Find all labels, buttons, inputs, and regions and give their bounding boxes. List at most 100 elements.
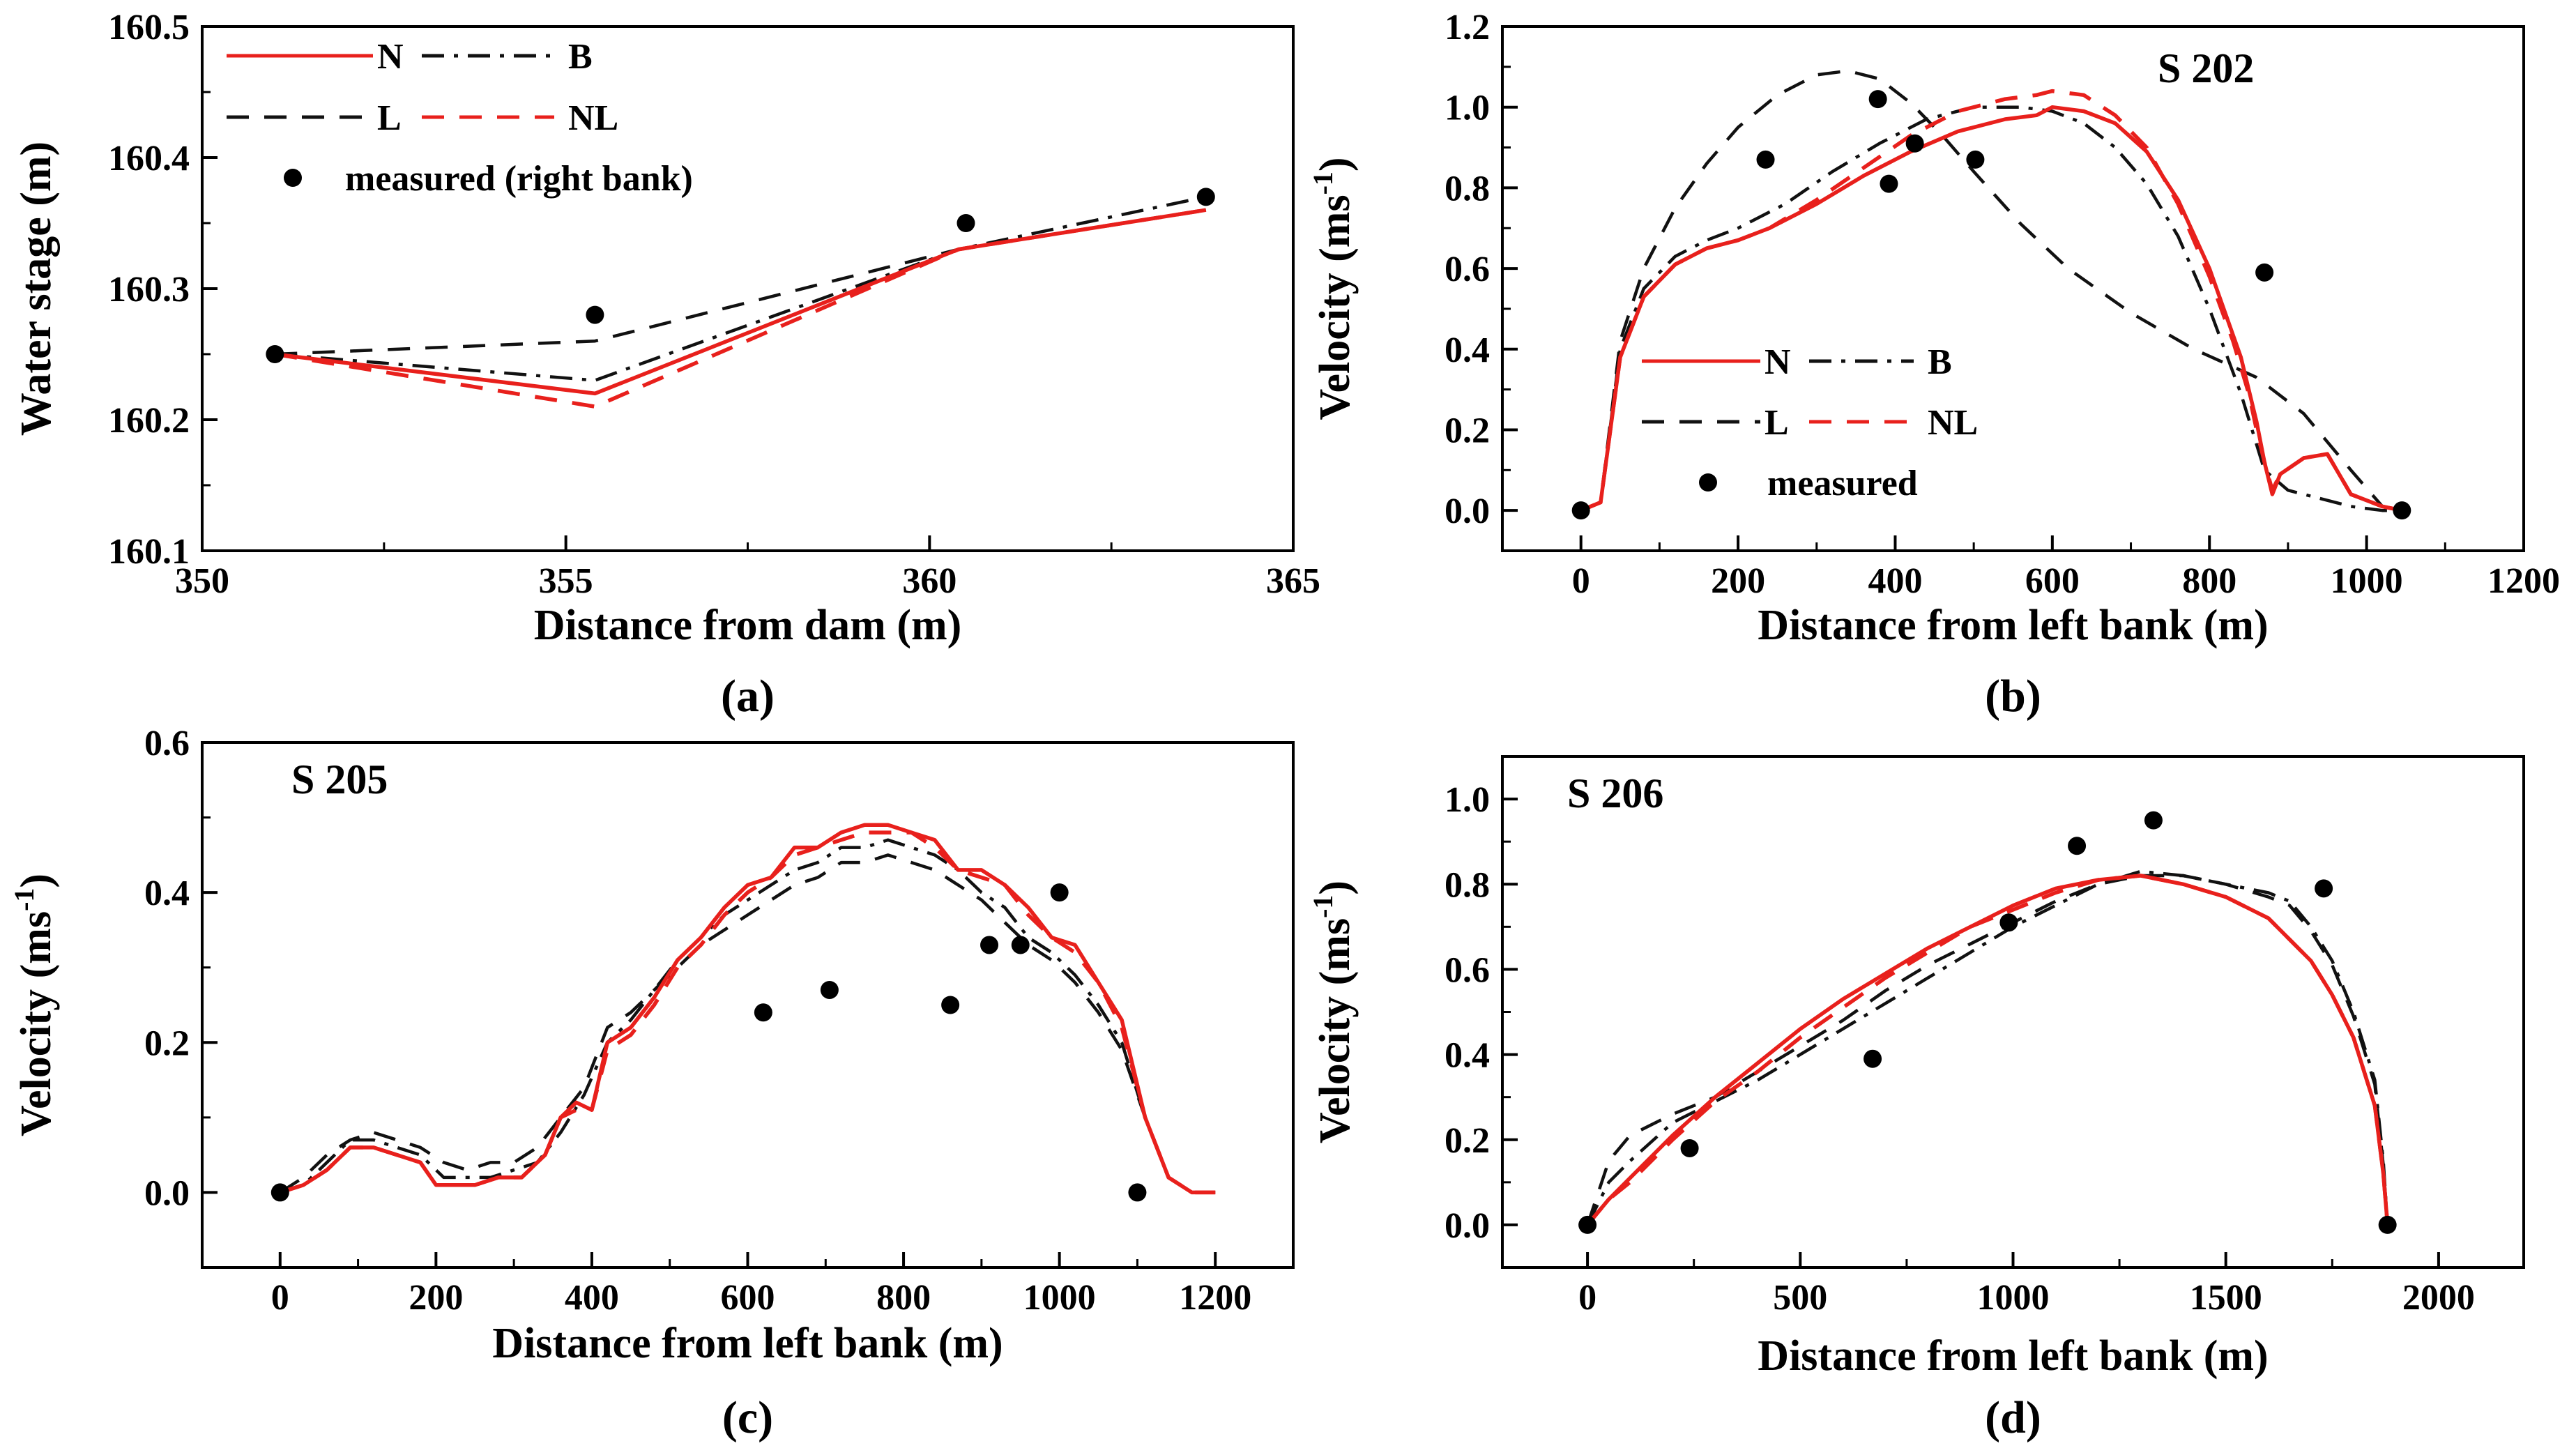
series-line-n <box>279 823 1216 1195</box>
x-tick-label: 200 <box>1711 561 1765 601</box>
measured-point <box>1966 150 1985 169</box>
x-tick-label: 1200 <box>1179 1278 1251 1318</box>
chart-panel-c: 0 200 400 600 800 1000 1200 0.0 0.2 0.4 0.6 Distanc… <box>8 724 1295 1443</box>
measured-point <box>1864 1049 1882 1068</box>
series-line-n <box>1580 105 2402 512</box>
y-axis-label-close: ) <box>1311 881 1359 895</box>
y-tick-label: 0.6 <box>1445 250 1490 289</box>
panel-label: (c) <box>722 1392 773 1443</box>
measured-point <box>1868 90 1887 109</box>
y-axis-label-close: ) <box>13 874 60 888</box>
x-tick-label: 200 <box>409 1278 463 1318</box>
legend-label-n: N <box>377 37 404 77</box>
y-tick-label: 0.0 <box>1445 1206 1490 1246</box>
y-axis-label-superscript: -1 <box>1307 895 1339 918</box>
series-line-b <box>275 195 1207 382</box>
chart-panel-d: 0 500 1000 1500 2000 0.0 0.2 0.4 0.6 0.8 1.0 Distan… <box>1307 755 2525 1443</box>
x-tick-label: 350 <box>175 561 229 601</box>
legend-label-b: B <box>568 37 593 77</box>
legend-marker-measured <box>284 169 302 187</box>
measured-point <box>2393 501 2411 520</box>
x-tick-label: 1000 <box>1023 1278 1096 1318</box>
measured-point <box>1999 913 2018 932</box>
y-tick-label: 160.4 <box>108 139 190 178</box>
x-tick-label: 1000 <box>1977 1278 2050 1318</box>
measured-point <box>1578 1215 1597 1234</box>
series-line-l <box>275 208 1207 356</box>
y-tick-label: 160.2 <box>108 401 190 441</box>
measured-point <box>1756 150 1775 169</box>
y-tick-label: 0.6 <box>1445 950 1490 990</box>
x-axis-label: Distance from left bank (m) <box>492 1320 1003 1367</box>
measured-point <box>1196 188 1215 206</box>
x-tick-label: 600 <box>721 1278 775 1318</box>
y-tick-label: 160.5 <box>108 8 190 47</box>
y-axis-label-text: Velocity (ms <box>1311 195 1359 420</box>
legend-label-l: L <box>1765 403 1789 443</box>
series-line-b <box>1586 869 2389 1226</box>
x-tick-label: 1000 <box>2331 561 2403 601</box>
y-axis-label-superscript: -1 <box>1307 172 1339 195</box>
x-tick-label: 800 <box>2182 561 2236 601</box>
y-tick-label: 0.2 <box>1445 411 1490 450</box>
legend: N B L NL measured <box>1642 342 1978 503</box>
series-line-l <box>1580 69 2402 512</box>
legend-marker-measured <box>1699 473 1717 492</box>
series-line-nl <box>1580 89 2402 512</box>
y-tick-label: 0.2 <box>1445 1121 1490 1161</box>
measured-point <box>586 305 604 324</box>
legend-label-measured: measured <box>1767 464 1918 503</box>
y-axis-label: Water stage (m) <box>13 142 60 436</box>
y-axis-label: Velocity (ms-1) <box>1307 157 1359 420</box>
y-tick-label: 0.4 <box>1445 330 1490 370</box>
legend-label-b: B <box>1928 342 1952 382</box>
y-axis-label-text: Velocity (ms <box>1311 918 1359 1143</box>
series-line-nl <box>279 830 1216 1195</box>
x-tick-label: 365 <box>1266 561 1320 601</box>
y-tick-label: 0.0 <box>144 1173 190 1213</box>
series-line-b <box>1580 105 2402 512</box>
x-tick-label: 400 <box>1868 561 1922 601</box>
chart-panel-b: 0 200 400 600 800 1000 1200 0.0 0.2 0.4 0.6 0.8 1.0 1… <box>1307 8 2560 722</box>
y-tick-label: 1.0 <box>1445 780 1490 820</box>
y-axis-label-text: Velocity (ms <box>13 911 60 1136</box>
x-tick-label: 0 <box>1572 561 1590 601</box>
measured-point <box>2144 811 2163 830</box>
series-line-n <box>274 208 1207 396</box>
measured-point <box>941 996 960 1014</box>
series-line-nl <box>1585 874 2390 1226</box>
panel-label: (b) <box>1985 671 2041 722</box>
y-axis-label-text: Water stage (m) <box>13 142 60 436</box>
y-axis-label: Velocity (ms-1) <box>1307 881 1359 1143</box>
y-axis-label-close: ) <box>1311 157 1359 172</box>
measured-point <box>1880 174 1898 193</box>
measured-point <box>957 214 975 232</box>
x-axis-label: Distance from dam (m) <box>534 602 962 649</box>
y-tick-label: 160.3 <box>108 270 190 310</box>
x-tick-label: 500 <box>1773 1278 1827 1318</box>
section-label: S 202 <box>2158 45 2254 91</box>
measured-point <box>754 1003 772 1022</box>
y-tick-label: 0.4 <box>144 874 190 913</box>
plot-frame <box>201 25 1295 552</box>
x-tick-label: 600 <box>2025 561 2080 601</box>
measured-point <box>270 1183 289 1202</box>
y-tick-label: 0.4 <box>1445 1036 1490 1076</box>
x-axis-label: Distance from left bank (m) <box>1758 602 2268 649</box>
measured-point <box>2378 1215 2397 1234</box>
legend: N B L NL measured (right bank) <box>227 37 693 199</box>
y-tick-label: 0.6 <box>144 724 190 763</box>
legend-label-n: N <box>1765 342 1791 382</box>
measured-point <box>980 936 999 954</box>
y-tick-label: 1.0 <box>1445 89 1490 128</box>
measured-point <box>1128 1183 1147 1202</box>
y-tick-label: 0.2 <box>144 1023 190 1063</box>
legend-label-nl: NL <box>1928 403 1978 443</box>
series-line-l <box>1585 874 2389 1226</box>
x-tick-label: 360 <box>902 561 957 601</box>
plot-frame <box>1501 25 2525 552</box>
measured-point <box>2068 837 2087 855</box>
series-line-l <box>279 853 1216 1194</box>
x-tick-label: 0 <box>271 1278 289 1318</box>
y-tick-label: 0.8 <box>1445 865 1490 905</box>
